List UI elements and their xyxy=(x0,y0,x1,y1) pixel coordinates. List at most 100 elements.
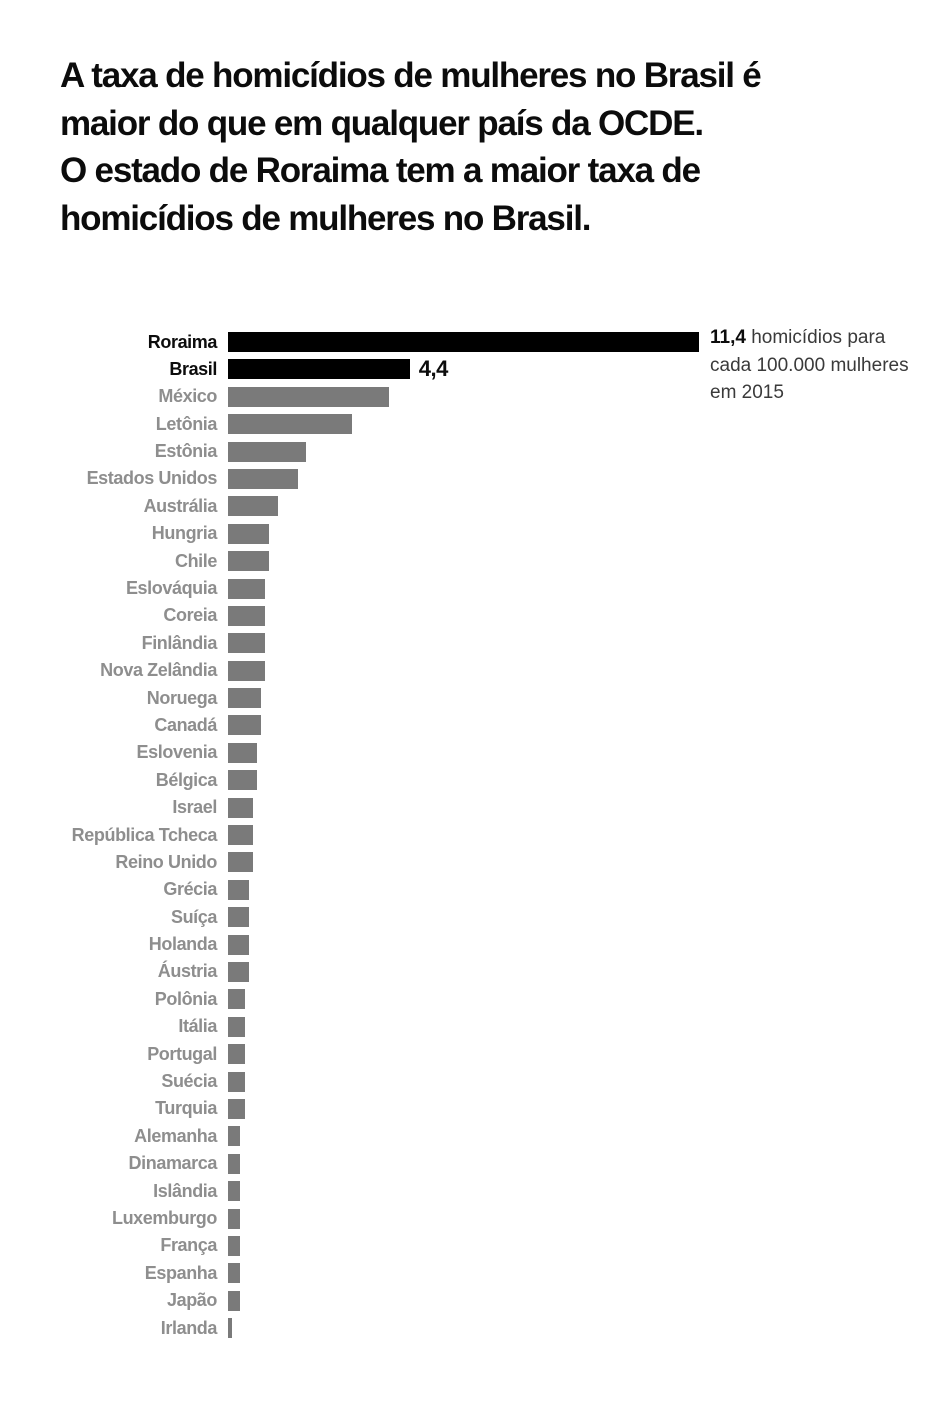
bar-row: Holanda xyxy=(0,934,946,955)
bar xyxy=(228,496,278,517)
bar xyxy=(228,633,266,654)
category-label: Itália xyxy=(178,1016,217,1037)
category-label: Alemanha xyxy=(134,1125,217,1146)
bar-row: Bélgica xyxy=(0,769,946,791)
category-label: Turquia xyxy=(155,1098,217,1119)
bar xyxy=(228,578,266,599)
bar-rows: Roraima Brasil 4,4 México Letônia Estônia Esta… xyxy=(0,331,946,1339)
category-label: México xyxy=(158,386,217,407)
category-label: Dinamarca xyxy=(128,1153,218,1174)
bar-row: Nova Zelândia xyxy=(0,660,946,681)
bar-row: Portugal xyxy=(0,1043,946,1065)
category-label: Bélgica xyxy=(155,769,218,790)
bar-row: Noruega xyxy=(0,687,946,709)
category-label: Canadá xyxy=(154,714,217,735)
category-label: Roraima xyxy=(147,331,218,352)
category-label: Hungria xyxy=(151,523,218,544)
category-label: Espanha xyxy=(144,1262,218,1283)
bar-row: Canadá xyxy=(0,714,946,736)
bar xyxy=(228,1016,245,1037)
category-label: Estônia xyxy=(154,441,218,462)
category-label: Islândia xyxy=(153,1180,217,1201)
category-label: Suécia xyxy=(161,1071,217,1092)
category-label: Eslováquia xyxy=(125,578,217,599)
category-label: Noruega xyxy=(146,687,218,708)
bar xyxy=(228,1098,245,1119)
category-label: Austrália xyxy=(143,495,218,516)
bar xyxy=(228,1318,233,1339)
annotation-value: 11,4 xyxy=(710,327,746,348)
bar-row: Espanha xyxy=(0,1262,946,1284)
bar-row: República Tcheca xyxy=(0,825,946,846)
bar xyxy=(228,1044,245,1065)
bar-row: Turquia xyxy=(0,1098,946,1119)
category-label: Luxemburgo xyxy=(111,1208,217,1228)
bar xyxy=(228,1235,241,1256)
bar-row: Japão xyxy=(0,1290,946,1311)
bar xyxy=(228,468,299,489)
bar-row: Eslováquia xyxy=(0,578,946,599)
category-label: Eslovenia xyxy=(136,742,218,763)
annotation-text: homicídios para cada 100.000 mulheres em… xyxy=(710,327,909,403)
bar xyxy=(228,414,352,435)
category-label: Nova Zelândia xyxy=(100,660,217,681)
bar xyxy=(228,1126,241,1147)
bar xyxy=(228,523,270,544)
bar xyxy=(228,742,257,763)
bar-row: Suíça xyxy=(0,907,946,928)
chart-title: A taxa de homicídios de mulheres no Bras… xyxy=(60,56,762,238)
bar-row: Coreia xyxy=(0,605,946,626)
bar xyxy=(228,907,249,928)
category-label: Coreia xyxy=(163,605,217,626)
bar-row: Dinamarca xyxy=(0,1153,946,1174)
bar xyxy=(228,879,249,900)
bar-row: Israel xyxy=(0,797,946,818)
bar-row: Polônia xyxy=(0,989,946,1010)
bar xyxy=(228,770,257,791)
category-label: Reino Unido xyxy=(115,851,217,872)
category-label: Irlanda xyxy=(160,1317,218,1338)
bar-row: México xyxy=(0,386,946,407)
bar xyxy=(228,1290,241,1311)
bar-row: Brasil 4,4 xyxy=(0,356,946,382)
bar xyxy=(228,1181,241,1202)
category-label: Grécia xyxy=(163,879,217,900)
category-label: Japão xyxy=(166,1290,217,1311)
bar xyxy=(228,989,245,1010)
category-label: Portugal xyxy=(147,1043,217,1064)
bar-row: Luxemburgo xyxy=(0,1208,946,1229)
bar xyxy=(228,961,249,982)
bar xyxy=(228,605,266,626)
bar xyxy=(228,1071,245,1092)
bar-row: Alemanha xyxy=(0,1125,946,1147)
bar-row: Áustria xyxy=(0,961,946,982)
bar-row: Reino Unido xyxy=(0,851,946,873)
category-label: Brasil xyxy=(169,358,217,379)
annotation: 11,4 homicídios para cada 100.000 mulher… xyxy=(710,324,935,407)
bar xyxy=(228,386,390,407)
bar xyxy=(228,1153,241,1174)
value-label: 4,4 xyxy=(418,356,449,382)
bar-row: Eslovenia xyxy=(0,742,946,763)
bar-row: França xyxy=(0,1235,946,1256)
bar xyxy=(228,825,253,846)
category-label: Chile xyxy=(174,550,217,571)
bar-row: Estados Unidos xyxy=(0,468,946,489)
bar-chart: Roraima Brasil 4,4 México Letônia Estônia Esta… xyxy=(0,332,946,1345)
category-label: Áustria xyxy=(157,961,218,982)
bar-row: Chile xyxy=(0,550,946,572)
category-label: Israel xyxy=(172,797,217,818)
bar-row: Finlândia xyxy=(0,632,946,654)
bar xyxy=(228,359,410,380)
bar-row: Suécia xyxy=(0,1071,946,1092)
bar-row: Estônia xyxy=(0,441,946,462)
bar-row: Islândia xyxy=(0,1180,946,1202)
bar xyxy=(228,551,270,572)
category-label: França xyxy=(160,1235,217,1256)
category-label: Finlândia xyxy=(141,632,218,653)
bar xyxy=(228,332,699,352)
bar xyxy=(228,660,266,681)
category-label: Letônia xyxy=(155,413,218,434)
bar-row: Hungria xyxy=(0,523,946,544)
